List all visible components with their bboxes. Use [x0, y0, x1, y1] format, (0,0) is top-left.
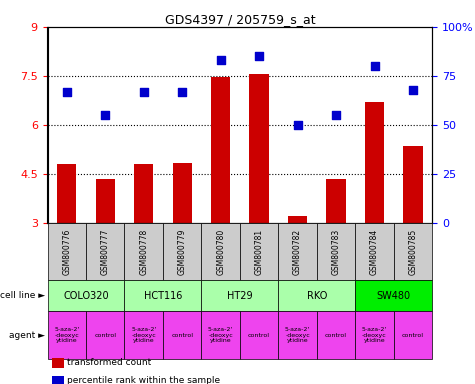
Bar [249, 74, 269, 223]
Bar [288, 216, 307, 223]
Text: 5-aza-2'
-deoxyc
ytidine: 5-aza-2' -deoxyc ytidine [208, 327, 233, 343]
Point [255, 53, 263, 59]
Bar [240, 223, 278, 280]
Bar [317, 311, 355, 359]
Point [332, 112, 340, 118]
Text: agent ►: agent ► [9, 331, 45, 339]
Bar [48, 223, 86, 280]
Bar [317, 223, 355, 280]
Bar [48, 311, 86, 359]
Bar [201, 311, 240, 359]
Bar [394, 311, 432, 359]
Point [140, 88, 147, 94]
Title: GDS4397 / 205759_s_at: GDS4397 / 205759_s_at [164, 13, 315, 26]
Bar [124, 311, 163, 359]
Bar [124, 280, 201, 311]
Bar [48, 280, 124, 311]
Bar [163, 311, 201, 359]
Point [370, 63, 378, 69]
Bar [278, 311, 317, 359]
Text: GSM800778: GSM800778 [139, 228, 148, 275]
Text: GSM800776: GSM800776 [62, 228, 71, 275]
Bar [403, 146, 423, 223]
Bar [86, 311, 124, 359]
Text: SW480: SW480 [377, 291, 411, 301]
Bar [163, 223, 201, 280]
Bar [201, 280, 278, 311]
Text: control: control [402, 333, 424, 338]
Text: RKO: RKO [307, 291, 327, 301]
Text: cell line ►: cell line ► [0, 291, 45, 300]
Text: control: control [325, 333, 347, 338]
Text: percentile rank within the sample: percentile rank within the sample [67, 376, 220, 384]
Bar [95, 179, 115, 223]
Bar [326, 179, 346, 223]
Bar [240, 311, 278, 359]
Point [101, 112, 109, 118]
Bar [124, 223, 163, 280]
Bar [278, 280, 355, 311]
Bar [278, 223, 317, 280]
Bar [172, 163, 192, 223]
Text: GSM800777: GSM800777 [101, 228, 110, 275]
Text: HT29: HT29 [227, 291, 253, 301]
Bar [57, 164, 76, 223]
Text: HCT116: HCT116 [144, 291, 182, 301]
Bar [86, 223, 124, 280]
Point [217, 57, 224, 63]
Text: COLO320: COLO320 [63, 291, 109, 301]
Point [178, 88, 186, 94]
Text: GSM800784: GSM800784 [370, 228, 379, 275]
Text: GSM800783: GSM800783 [332, 228, 341, 275]
Text: control: control [171, 333, 193, 338]
Bar [201, 223, 240, 280]
Bar [394, 223, 432, 280]
Bar [211, 78, 230, 223]
Bar [365, 102, 384, 223]
Text: control: control [248, 333, 270, 338]
Text: transformed count: transformed count [67, 358, 152, 367]
Text: GSM800781: GSM800781 [255, 228, 264, 275]
Bar [355, 223, 394, 280]
Text: 5-aza-2'
-deoxyc
ytidine: 5-aza-2' -deoxyc ytidine [131, 327, 156, 343]
Text: GSM800779: GSM800779 [178, 228, 187, 275]
Text: GSM800785: GSM800785 [408, 228, 418, 275]
Text: control: control [94, 333, 116, 338]
Bar [355, 280, 432, 311]
Text: 5-aza-2'
-deoxyc
ytidine: 5-aza-2' -deoxyc ytidine [54, 327, 79, 343]
Point [294, 122, 301, 128]
Point [63, 88, 70, 94]
Text: 5-aza-2'
-deoxyc
ytidine: 5-aza-2' -deoxyc ytidine [362, 327, 387, 343]
Bar [355, 311, 394, 359]
Bar [134, 164, 153, 223]
Text: GSM800782: GSM800782 [293, 228, 302, 275]
Point [409, 86, 417, 93]
Text: 5-aza-2'
-deoxyc
ytidine: 5-aza-2' -deoxyc ytidine [285, 327, 310, 343]
Text: GSM800780: GSM800780 [216, 228, 225, 275]
